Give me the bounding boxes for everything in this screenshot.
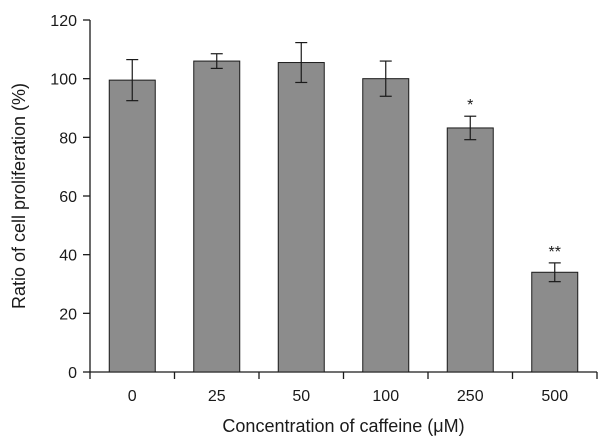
x-tick-label: 0 bbox=[128, 388, 137, 405]
bar-250 bbox=[446, 127, 494, 373]
bar-500 bbox=[531, 271, 579, 373]
y-axis: 0 20 40 60 80 100 120 bbox=[50, 13, 91, 382]
y-tick-label: 40 bbox=[59, 248, 77, 265]
bars: *** bbox=[108, 41, 579, 373]
significance-marker: ** bbox=[549, 244, 561, 261]
bar-100 bbox=[362, 78, 410, 373]
x-axis: 0 25 50 100 250 500 bbox=[89, 371, 598, 405]
significance-marker: * bbox=[467, 97, 473, 114]
x-tick-label: 500 bbox=[541, 388, 568, 405]
x-tick-label: 25 bbox=[208, 388, 226, 405]
y-tick-label: 120 bbox=[50, 13, 77, 30]
x-axis-title: Concentration of caffeine (μM) bbox=[222, 416, 464, 436]
x-tick-label: 50 bbox=[292, 388, 310, 405]
bar-0 bbox=[108, 79, 156, 373]
y-tick-label: 20 bbox=[59, 306, 77, 323]
x-tick-label: 100 bbox=[372, 388, 399, 405]
bar-25 bbox=[193, 60, 241, 373]
x-tick-label: 250 bbox=[457, 388, 484, 405]
y-tick-label: 100 bbox=[50, 72, 77, 89]
y-axis-title: Ratio of cell proliferation (%) bbox=[9, 83, 29, 309]
y-tick-label: 80 bbox=[59, 130, 77, 147]
bar-50 bbox=[277, 62, 325, 373]
y-tick-label: 0 bbox=[68, 365, 77, 382]
y-tick-label: 60 bbox=[59, 189, 77, 206]
